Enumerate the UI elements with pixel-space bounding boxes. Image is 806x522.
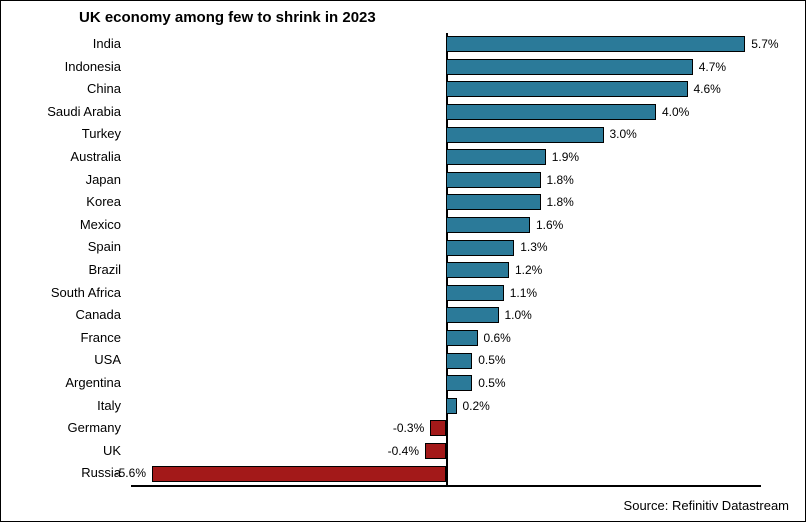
bar-row: Argentina0.5% xyxy=(131,372,761,395)
value-label: 4.7% xyxy=(699,56,726,79)
value-label: 1.2% xyxy=(515,259,542,282)
plot-area: India5.7%Indonesia4.7%China4.6%Saudi Ara… xyxy=(131,33,761,485)
bar-row: Turkey3.0% xyxy=(131,123,761,146)
value-label: 1.9% xyxy=(552,146,579,169)
value-label: 1.3% xyxy=(520,236,547,259)
value-label: 0.5% xyxy=(478,372,505,395)
category-label: India xyxy=(1,33,121,56)
value-label: 1.1% xyxy=(510,282,537,305)
bar-row: UK-0.4% xyxy=(131,440,761,463)
category-label: Russia xyxy=(1,462,121,485)
bar xyxy=(446,262,509,278)
bar xyxy=(430,420,446,436)
value-label: 1.6% xyxy=(536,214,563,237)
bar xyxy=(446,149,546,165)
bar xyxy=(446,127,604,143)
bar-row: Australia1.9% xyxy=(131,146,761,169)
bar-row: India5.7% xyxy=(131,33,761,56)
category-label: Mexico xyxy=(1,214,121,237)
bar-row: Brazil1.2% xyxy=(131,259,761,282)
bar xyxy=(446,285,504,301)
bar xyxy=(446,81,688,97)
value-label: -0.3% xyxy=(393,417,424,440)
bar xyxy=(446,36,745,52)
category-label: South Africa xyxy=(1,282,121,305)
bar-row: Canada1.0% xyxy=(131,304,761,327)
bar-row: Japan1.8% xyxy=(131,169,761,192)
bar-row: Korea1.8% xyxy=(131,191,761,214)
value-label: 3.0% xyxy=(610,123,637,146)
category-label: Italy xyxy=(1,395,121,418)
value-label: 5.7% xyxy=(751,33,778,56)
value-label: 4.0% xyxy=(662,101,689,124)
value-label: 0.6% xyxy=(484,327,511,350)
value-label: 4.6% xyxy=(694,78,721,101)
category-label: Turkey xyxy=(1,123,121,146)
category-label: Brazil xyxy=(1,259,121,282)
value-label: 0.5% xyxy=(478,349,505,372)
bar xyxy=(446,172,541,188)
value-label: 1.8% xyxy=(547,169,574,192)
value-label: 0.2% xyxy=(463,395,490,418)
category-label: Saudi Arabia xyxy=(1,101,121,124)
bar-row: South Africa1.1% xyxy=(131,282,761,305)
bar-row: Mexico1.6% xyxy=(131,214,761,237)
bar-row: France0.6% xyxy=(131,327,761,350)
bar xyxy=(446,330,478,346)
bar-row: Russia-5.6% xyxy=(131,462,761,485)
source-attribution: Source: Refinitiv Datastream xyxy=(624,498,789,513)
category-label: Australia xyxy=(1,146,121,169)
value-label: 1.8% xyxy=(547,191,574,214)
bar-row: Germany-0.3% xyxy=(131,417,761,440)
category-label: Japan xyxy=(1,169,121,192)
category-label: Canada xyxy=(1,304,121,327)
category-label: Korea xyxy=(1,191,121,214)
bar-row: Italy0.2% xyxy=(131,395,761,418)
bar xyxy=(446,194,541,210)
chart-container: UK economy among few to shrink in 2023 I… xyxy=(0,0,806,522)
bar xyxy=(446,375,472,391)
bar-row: Spain1.3% xyxy=(131,236,761,259)
value-label: 1.0% xyxy=(505,304,532,327)
bar xyxy=(446,59,693,75)
bar xyxy=(446,353,472,369)
category-label: Argentina xyxy=(1,372,121,395)
bar-row: China4.6% xyxy=(131,78,761,101)
category-label: Germany xyxy=(1,417,121,440)
category-label: UK xyxy=(1,440,121,463)
chart-title: UK economy among few to shrink in 2023 xyxy=(79,9,376,26)
bar-row: Indonesia4.7% xyxy=(131,56,761,79)
category-label: China xyxy=(1,78,121,101)
bar-row: Saudi Arabia4.0% xyxy=(131,101,761,124)
category-label: Spain xyxy=(1,236,121,259)
bar xyxy=(446,240,514,256)
x-axis-baseline xyxy=(131,485,761,487)
bar xyxy=(446,217,530,233)
bar xyxy=(446,104,656,120)
value-label: -5.6% xyxy=(115,462,146,485)
category-label: France xyxy=(1,327,121,350)
value-label: -0.4% xyxy=(388,440,419,463)
category-label: USA xyxy=(1,349,121,372)
bar xyxy=(425,443,446,459)
bar xyxy=(446,398,457,414)
bar-row: USA0.5% xyxy=(131,349,761,372)
category-label: Indonesia xyxy=(1,56,121,79)
bar xyxy=(446,307,499,323)
bar xyxy=(152,466,446,482)
